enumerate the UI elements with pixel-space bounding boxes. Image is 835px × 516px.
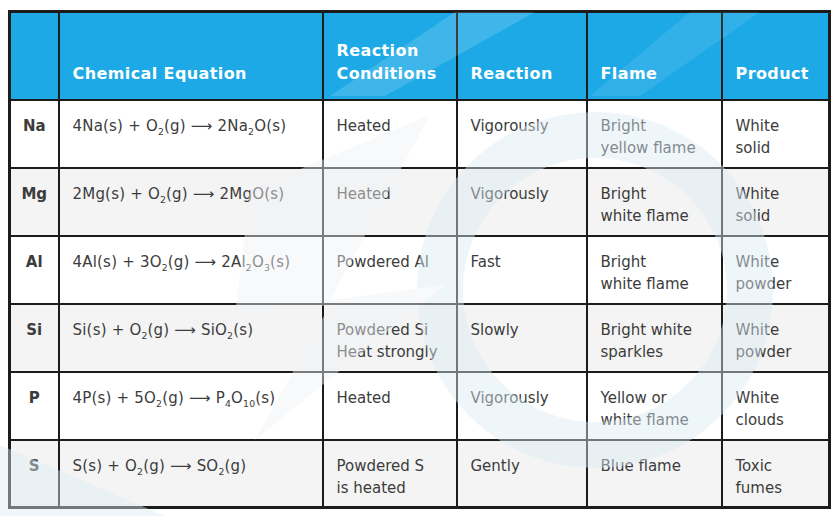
product-cell: Toxic fumes	[722, 440, 830, 508]
flame-cell: Bright white sparkles	[587, 304, 722, 372]
element-symbol: Si	[10, 304, 59, 372]
flame-cell: Bright white flame	[587, 236, 722, 304]
header-flame: Flame	[587, 12, 722, 100]
table-row: S S(s) + O2(g) ⟶ SO2(g) Powdered S is he…	[10, 440, 830, 508]
reaction-conditions-cell: Heated	[323, 372, 457, 440]
header-reaction-conditions: Reaction Conditions	[323, 12, 457, 100]
chemical-equation-cell: 4P(s) + 5O2(g) ⟶ P4O10(s)	[59, 372, 323, 440]
header-element-blank	[10, 12, 59, 100]
product-cell: White powder	[722, 236, 830, 304]
reaction-conditions-cell: Powdered Si Heat strongly	[323, 304, 457, 372]
product-cell: White powder	[722, 304, 830, 372]
reaction-cell: Vigorously	[457, 100, 587, 168]
flame-cell: Bright white flame	[587, 168, 722, 236]
table-row: Si Si(s) + O2(g) ⟶ SiO2(s) Powdered Si H…	[10, 304, 830, 372]
reaction-conditions-cell: Heated	[323, 100, 457, 168]
element-symbol: Na	[10, 100, 59, 168]
reaction-cell: Gently	[457, 440, 587, 508]
reaction-conditions-cell: Powdered S is heated	[323, 440, 457, 508]
chemical-equation-cell: 2Mg(s) + O2(g) ⟶ 2MgO(s)	[59, 168, 323, 236]
reaction-cell: Vigorously	[457, 372, 587, 440]
header-reaction: Reaction	[457, 12, 587, 100]
table-row: P 4P(s) + 5O2(g) ⟶ P4O10(s) Heated Vigor…	[10, 372, 830, 440]
element-symbol: S	[10, 440, 59, 508]
product-cell: White clouds	[722, 372, 830, 440]
page: Chemical Equation Reaction Conditions Re…	[0, 0, 835, 516]
header-chemical-equation: Chemical Equation	[59, 12, 323, 100]
flame-cell: Blue flame	[587, 440, 722, 508]
reaction-cell: Slowly	[457, 304, 587, 372]
data-table: Chemical Equation Reaction Conditions Re…	[8, 10, 831, 509]
reaction-conditions-cell: Heated	[323, 168, 457, 236]
reaction-cell: Fast	[457, 236, 587, 304]
chemical-equation-cell: 4Na(s) + O2(g) ⟶ 2Na2O(s)	[59, 100, 323, 168]
product-cell: White solid	[722, 100, 830, 168]
chemical-equation-cell: S(s) + O2(g) ⟶ SO2(g)	[59, 440, 323, 508]
table-row: Al 4Al(s) + 3O2(g) ⟶ 2Al2O3(s) Powdered …	[10, 236, 830, 304]
reaction-conditions-cell: Powdered Al	[323, 236, 457, 304]
table-row: Na 4Na(s) + O2(g) ⟶ 2Na2O(s) Heated Vigo…	[10, 100, 830, 168]
header-product: Product	[722, 12, 830, 100]
table-row: Mg 2Mg(s) + O2(g) ⟶ 2MgO(s) Heated Vigor…	[10, 168, 830, 236]
flame-cell: Yellow or white flame	[587, 372, 722, 440]
element-symbol: Mg	[10, 168, 59, 236]
header-row: Chemical Equation Reaction Conditions Re…	[10, 12, 830, 100]
product-cell: White solid	[722, 168, 830, 236]
reactions-with-oxygen-table: Chemical Equation Reaction Conditions Re…	[8, 10, 831, 509]
flame-cell: Bright yellow flame	[587, 100, 722, 168]
chemical-equation-cell: Si(s) + O2(g) ⟶ SiO2(s)	[59, 304, 323, 372]
chemical-equation-cell: 4Al(s) + 3O2(g) ⟶ 2Al2O3(s)	[59, 236, 323, 304]
element-symbol: Al	[10, 236, 59, 304]
element-symbol: P	[10, 372, 59, 440]
reaction-cell: Vigorously	[457, 168, 587, 236]
